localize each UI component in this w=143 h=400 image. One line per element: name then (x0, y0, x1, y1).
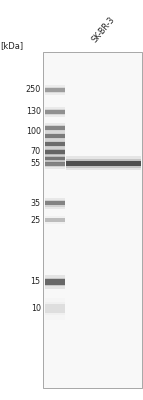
Text: 55: 55 (30, 159, 41, 168)
Bar (45, 150, 65, 154)
Bar (45, 88, 65, 92)
Bar (66, 159, 141, 168)
Bar (45, 218, 65, 222)
Bar (45, 109, 65, 115)
Text: 15: 15 (31, 278, 41, 286)
Text: 35: 35 (31, 199, 41, 208)
Bar (45, 141, 65, 147)
Bar (45, 201, 65, 206)
Bar (45, 278, 65, 286)
Bar (45, 216, 65, 224)
Text: 10: 10 (31, 304, 41, 313)
Bar (45, 304, 65, 313)
Bar (45, 123, 65, 133)
Text: 130: 130 (26, 108, 41, 116)
Bar (45, 218, 65, 222)
Bar (66, 161, 141, 166)
Bar (45, 161, 65, 167)
Bar (45, 279, 65, 285)
Text: 100: 100 (26, 127, 41, 136)
Bar (45, 126, 65, 130)
Bar (45, 149, 65, 155)
Text: 70: 70 (31, 147, 41, 156)
Bar (43, 52, 142, 388)
Bar (45, 156, 65, 160)
Bar (45, 162, 65, 166)
Bar (45, 147, 65, 157)
Bar (45, 85, 65, 95)
Bar (66, 156, 141, 170)
Bar (45, 107, 65, 117)
Bar (45, 198, 65, 209)
Text: 250: 250 (25, 86, 41, 94)
Bar (45, 87, 65, 93)
Bar (45, 134, 65, 138)
Bar (45, 302, 65, 315)
Bar (45, 131, 65, 141)
Bar (45, 160, 65, 168)
Bar (45, 133, 65, 139)
Bar (45, 298, 65, 320)
Bar (45, 110, 65, 114)
Bar (45, 156, 65, 161)
Bar (45, 275, 65, 289)
Bar (45, 125, 65, 131)
Bar (45, 142, 65, 146)
Bar (45, 138, 65, 150)
Text: 25: 25 (30, 216, 41, 225)
Bar (45, 154, 65, 163)
Text: [kDa]: [kDa] (0, 41, 23, 50)
Text: SK-BR-3: SK-BR-3 (90, 15, 117, 44)
Bar (45, 200, 65, 206)
